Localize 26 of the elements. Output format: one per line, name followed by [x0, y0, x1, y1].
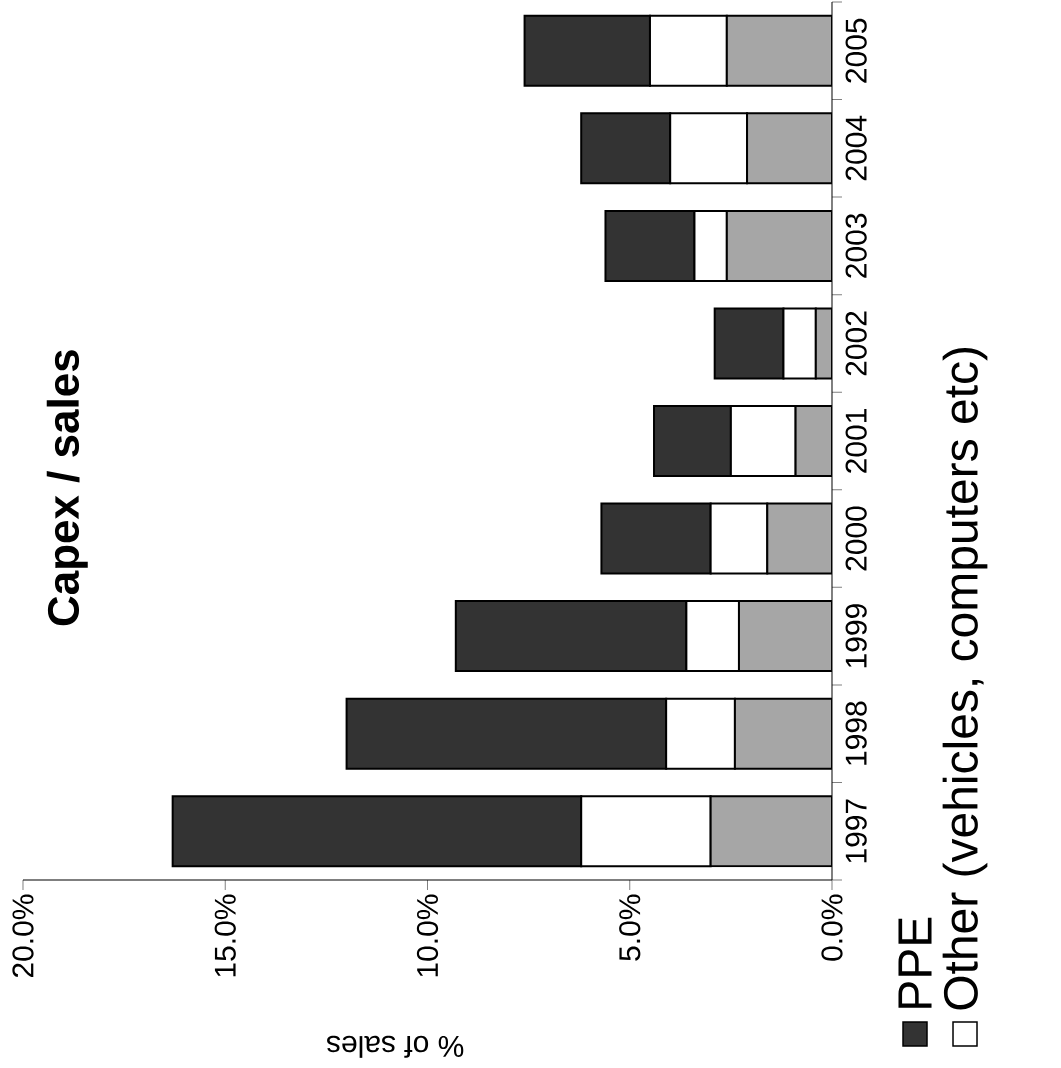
y-tick-label: 1998: [845, 701, 867, 765]
bar: [725, 209, 832, 282]
text: Capex / sales: [46, 350, 88, 626]
y-tick-label: 2002: [845, 311, 867, 376]
bar: [725, 14, 832, 87]
x-tick-label: 20.0%: [12, 894, 34, 978]
y-tick-label: 2004: [845, 115, 867, 181]
x-tick-label: 15.0%: [214, 894, 236, 977]
bar: [794, 405, 832, 478]
text: Other (vehicles, computers etc): [942, 347, 988, 1010]
y-tick-label: 2000: [845, 506, 867, 571]
x-tick-label: 10.0%: [416, 894, 439, 977]
bar: [746, 112, 832, 185]
bar: [733, 697, 832, 770]
y-tick-label: 2001: [845, 409, 867, 473]
y-tick-label: 2005: [845, 18, 867, 83]
y-tick-label: 2003: [845, 213, 867, 278]
x-tick-label: 0.0%: [821, 894, 843, 961]
text: PPE: [898, 917, 932, 1008]
bar: [709, 795, 832, 868]
y-tick-label: 1997: [845, 799, 867, 863]
x-axis-title: % of sales: [327, 1035, 464, 1058]
y-tick-label: 1999: [845, 604, 867, 668]
bar: [737, 600, 832, 673]
bar: [766, 502, 832, 575]
x-tick-label: 5.0%: [619, 894, 641, 961]
